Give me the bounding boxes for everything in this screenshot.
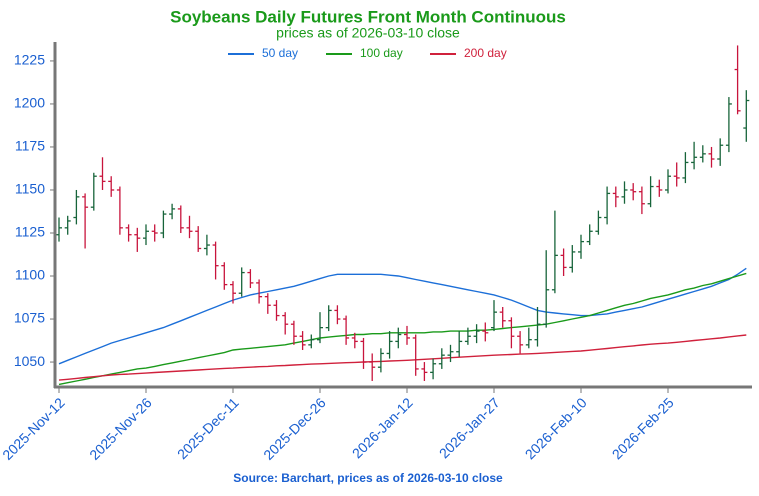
x-tick-label: 2025-Nov-26 — [86, 394, 155, 463]
y-tick-label: 1050 — [14, 353, 45, 369]
chart-subtitle: prices as of 2026-03-10 close — [276, 25, 460, 41]
ma-line — [58, 272, 747, 386]
x-tick-label: 2026-Feb-25 — [609, 394, 677, 462]
y-tick-label: 1125 — [15, 224, 45, 240]
x-tick-label: 2026-Jan-27 — [436, 394, 503, 461]
legend-label: 200 day — [464, 46, 507, 60]
x-tick-label: 2026-Jan-12 — [349, 394, 416, 461]
chart-title: Soybeans Daily Futures Front Month Conti… — [170, 7, 566, 26]
y-tick-label: 1075 — [14, 310, 45, 326]
source-note: Source: Barchart, prices as of 2026-03-1… — [233, 471, 503, 485]
y-tick-label: 1150 — [15, 181, 45, 197]
x-tick-label: 2025-Dec-26 — [260, 394, 329, 463]
y-tick-label: 1200 — [14, 95, 45, 111]
ma-line — [58, 334, 747, 381]
y-tick-label: 1225 — [14, 52, 45, 68]
ma-line — [58, 267, 747, 365]
legend-label: 100 day — [360, 46, 403, 60]
x-tick-label: 2025-Dec-11 — [174, 394, 242, 462]
y-tick-label: 1100 — [15, 267, 45, 283]
x-tick-label: 2025-Nov-12 — [0, 394, 68, 463]
legend-label: 50 day — [262, 46, 298, 60]
x-tick-label: 2026-Feb-10 — [522, 394, 590, 462]
y-tick-label: 1175 — [15, 138, 45, 154]
